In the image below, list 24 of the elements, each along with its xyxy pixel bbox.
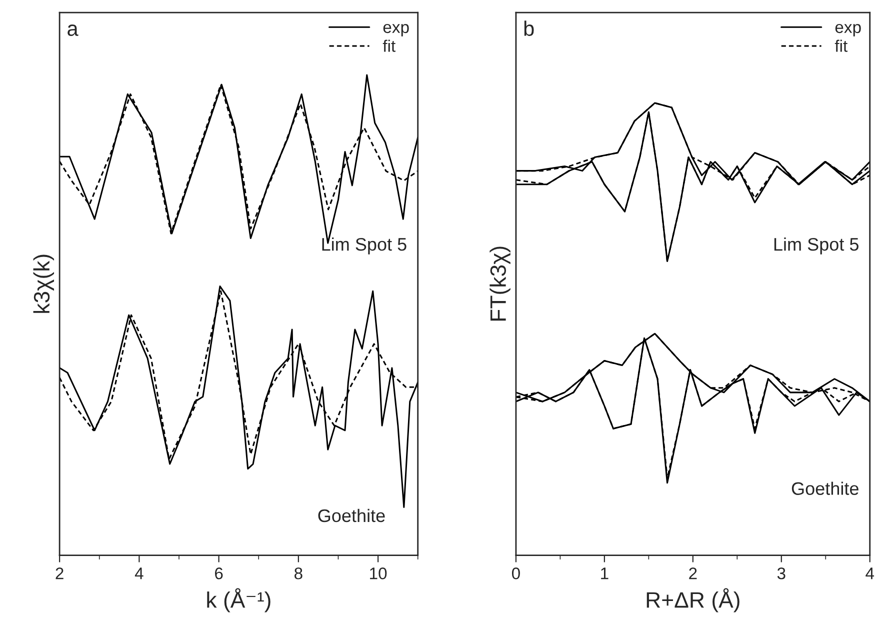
- x-axis-title: R+ΔR (Å): [646, 588, 740, 612]
- y-axis-title: FT(k3χ): [490, 246, 510, 321]
- annotation: Lim Spot 5: [322, 237, 406, 254]
- legend-label: exp: [835, 24, 861, 36]
- chart-title: a: [68, 24, 78, 36]
- x-tick-label: 0: [512, 568, 520, 580]
- chart-title: b: [524, 20, 534, 36]
- x-tick-label: 4: [866, 568, 874, 580]
- x-tick-label: 6: [215, 568, 223, 580]
- legend-label: fit: [834, 40, 848, 52]
- annotation: Lim Spot 5: [774, 237, 858, 254]
- annotation: Goethite: [318, 508, 385, 522]
- legend-label: exp: [383, 24, 409, 36]
- x-tick-label: 3: [777, 568, 786, 580]
- x-tick-label: 10: [370, 568, 387, 580]
- x-tick-label: 2: [56, 568, 64, 580]
- annotation: Goethite: [792, 482, 858, 495]
- y-axis-title: k3χ(k): [33, 254, 54, 313]
- x-axis-title: k (Å⁻¹): [207, 588, 270, 612]
- x-tick-label: 1: [601, 568, 608, 580]
- legend-label: fit: [382, 40, 396, 52]
- x-tick-label: 2: [689, 568, 697, 580]
- x-tick-label: 4: [134, 568, 144, 580]
- x-tick-label: 8: [294, 568, 302, 580]
